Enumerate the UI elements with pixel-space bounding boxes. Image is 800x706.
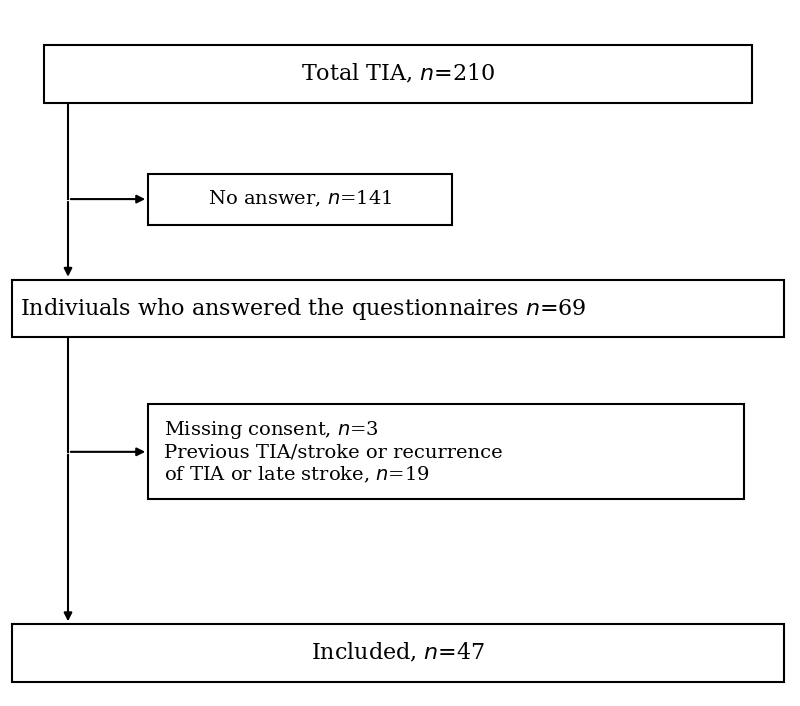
- FancyBboxPatch shape: [148, 404, 744, 500]
- FancyBboxPatch shape: [12, 624, 784, 682]
- FancyBboxPatch shape: [148, 174, 452, 225]
- Text: No answer, $n$=141: No answer, $n$=141: [208, 189, 392, 209]
- Text: Indiviuals who answered the questionnaires $n$=69: Indiviuals who answered the questionnair…: [20, 296, 586, 321]
- Text: Total TIA, $n$=210: Total TIA, $n$=210: [301, 63, 495, 85]
- FancyBboxPatch shape: [12, 280, 784, 337]
- Text: Included, $n$=47: Included, $n$=47: [311, 642, 485, 664]
- FancyBboxPatch shape: [44, 45, 752, 103]
- Text: Missing consent, $n$=3
Previous TIA/stroke or recurrence
of TIA or late stroke, : Missing consent, $n$=3 Previous TIA/stro…: [164, 419, 502, 485]
